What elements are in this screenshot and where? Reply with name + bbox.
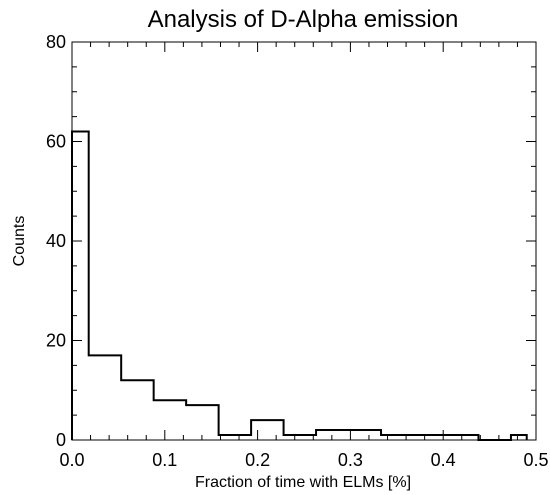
- axis-ticks: [71, 41, 537, 441]
- x-tick-label: 0.2: [245, 450, 270, 470]
- x-tick-labels: 0.0 0.1 0.2 0.3 0.4 0.5: [59, 450, 548, 470]
- x-tick-label: 0.3: [338, 450, 363, 470]
- y-tick-label: 80: [46, 32, 66, 52]
- x-tick-label: 0.4: [431, 450, 456, 470]
- histogram-bin: [251, 420, 283, 440]
- y-tick-label: 60: [46, 132, 66, 152]
- x-tick-label: 0.0: [59, 450, 84, 470]
- x-axis-label: Fraction of time with ELMs [%]: [195, 474, 411, 491]
- y-tick-labels: 0 20 40 60 80: [46, 32, 66, 450]
- histogram-bin: [89, 355, 121, 440]
- histogram-outline: [71, 130, 528, 441]
- y-tick-label: 0: [56, 430, 66, 450]
- x-tick-label: 0.1: [152, 450, 177, 470]
- histogram-bin: [121, 380, 153, 440]
- histogram-bin: [154, 400, 186, 440]
- y-tick-label: 40: [46, 231, 66, 251]
- chart-title: Analysis of D-Alpha emission: [148, 6, 459, 33]
- histogram-bins: [72, 132, 527, 440]
- histogram-bin: [186, 405, 218, 440]
- histogram-bin: [349, 430, 381, 440]
- histogram-bin: [72, 132, 89, 440]
- y-axis-label: Counts: [11, 216, 28, 267]
- y-tick-label: 20: [46, 331, 66, 351]
- x-tick-label: 0.5: [523, 450, 548, 470]
